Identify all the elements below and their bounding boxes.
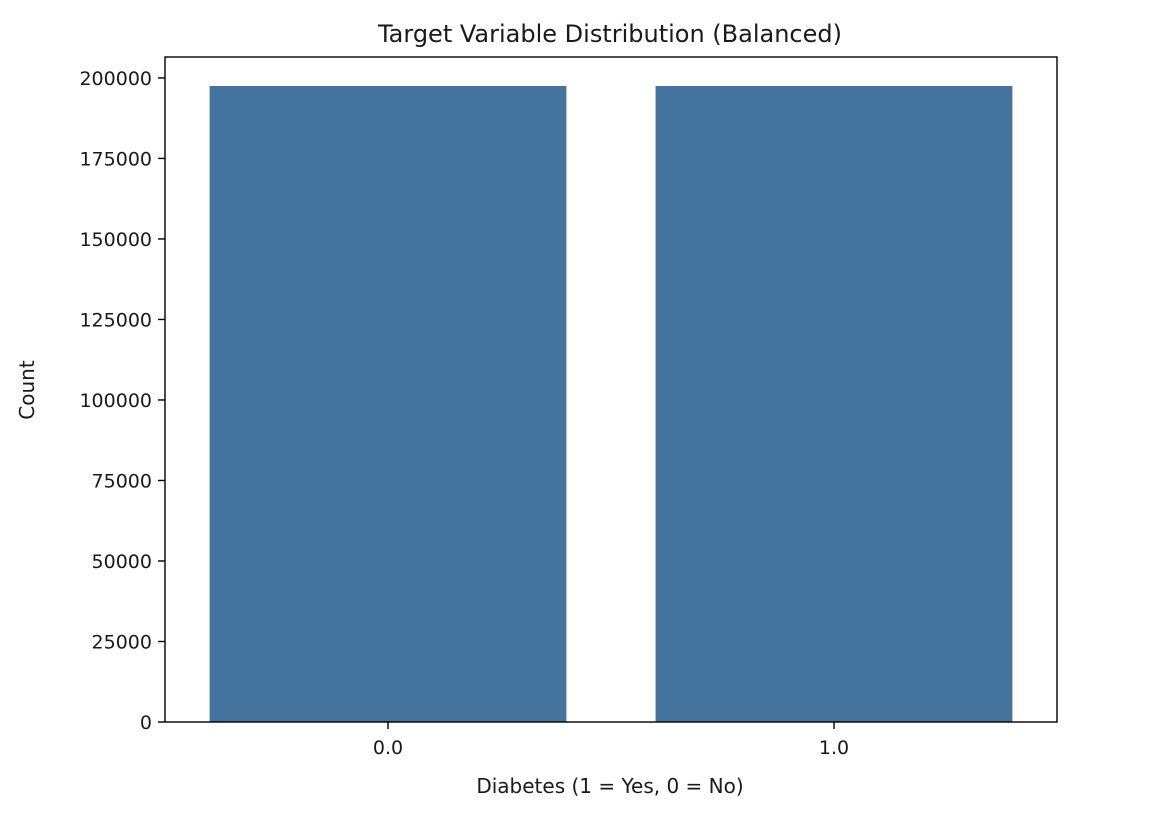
y-tick-label: 100000 [79,390,152,412]
bar-1.0 [655,85,1013,723]
y-tick-label: 200000 [79,68,152,90]
plot-frame [164,56,1058,723]
bar-0.0 [209,85,567,723]
chart-title: Target Variable Distribution (Balanced) [377,20,842,48]
y-axis-label: Count [15,360,39,420]
y-tick-label: 175000 [79,148,152,170]
y-tick-label: 125000 [79,309,152,331]
y-tick-label: 150000 [79,229,152,251]
y-tick-label: 25000 [92,631,152,653]
x-tick-label: 0.0 [373,737,403,759]
x-axis: 0.0 1.0 [373,722,849,759]
y-tick-label: 75000 [92,470,152,492]
y-axis: 0 25000 50000 75000 100000 125000 150000 175000… [79,68,165,734]
y-tick-label: 50000 [92,551,152,573]
x-axis-label: Diabetes (1 = Yes, 0 = No) [476,774,743,798]
y-tick-label: 0 [140,712,152,734]
x-tick-label: 1.0 [819,737,849,759]
bars [209,85,1013,723]
